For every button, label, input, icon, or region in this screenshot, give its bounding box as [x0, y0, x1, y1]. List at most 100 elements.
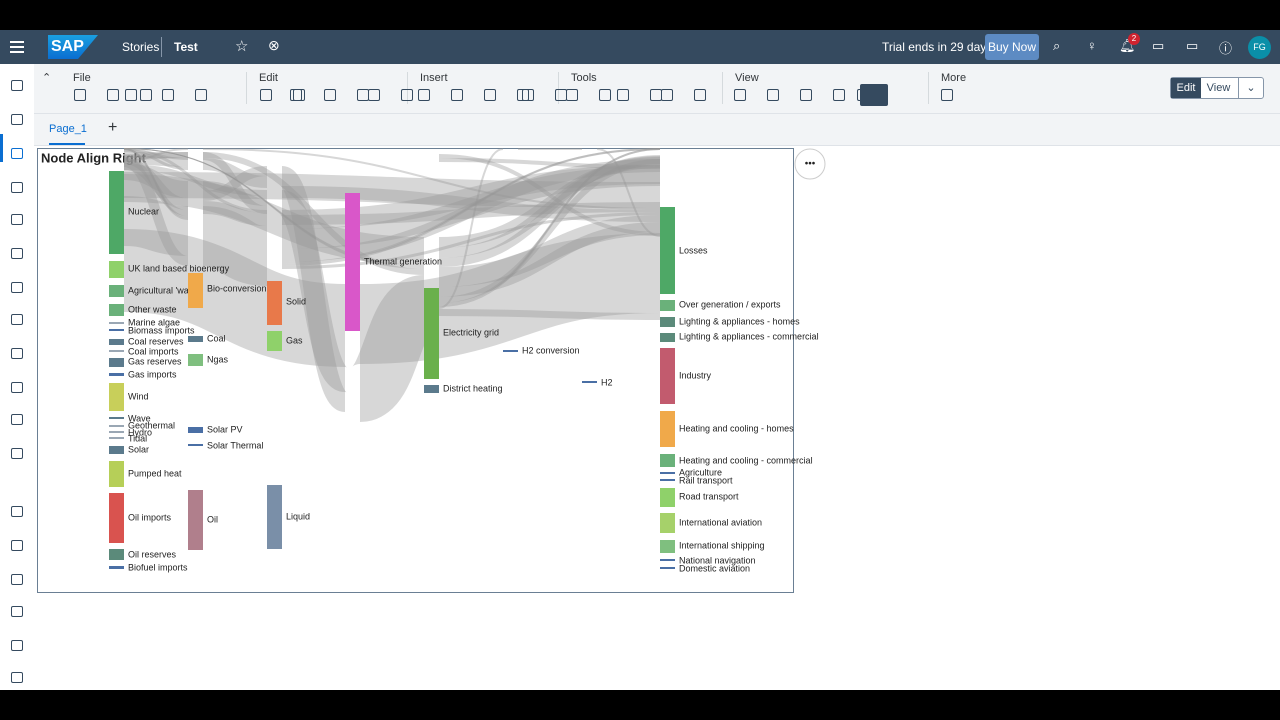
nav-icon[interactable] [11, 506, 23, 517]
link [123, 149, 268, 213]
toolbar-button[interactable] [617, 89, 629, 101]
mode-dropdown[interactable]: ⌄ [1238, 78, 1263, 98]
view-mode-button[interactable]: View [1206, 82, 1231, 94]
toolbar-button[interactable] [140, 89, 152, 101]
node-label: H2 conversion [522, 345, 580, 355]
toolbar-button[interactable] [599, 89, 611, 101]
toolbar-button[interactable] [451, 89, 463, 101]
feedback-icon[interactable]: ▭ [1186, 38, 1199, 53]
toolbar-button[interactable] [833, 89, 845, 101]
link [123, 148, 189, 218]
toolbar-button[interactable] [734, 89, 746, 101]
nav-icon[interactable] [11, 414, 23, 425]
more-button[interactable] [794, 148, 826, 180]
node-label: Oil [207, 514, 218, 524]
nav-icon[interactable] [11, 574, 23, 585]
node [660, 333, 675, 342]
link [123, 155, 189, 167]
toolbar-button[interactable] [800, 89, 812, 101]
link [202, 158, 268, 188]
nav-icon[interactable] [11, 540, 23, 551]
toolbar-button[interactable] [162, 89, 174, 101]
nav-icon[interactable] [11, 148, 23, 159]
nav-icon[interactable] [11, 114, 23, 125]
nav-icon[interactable] [11, 248, 23, 259]
nav-icon[interactable] [11, 282, 23, 293]
widget-frame [37, 148, 794, 593]
node [660, 207, 675, 294]
node-label: Road transport [679, 491, 739, 501]
node-label: International shipping [679, 540, 765, 550]
node [109, 549, 124, 560]
toolbar-button[interactable] [107, 89, 119, 101]
link [123, 149, 189, 170]
sap-logo[interactable]: SAP [48, 35, 98, 59]
nav-icon[interactable] [11, 80, 23, 91]
nav-icon[interactable] [11, 182, 23, 193]
help-icon[interactable]: ⓘ [1219, 41, 1233, 56]
nav-icon[interactable] [11, 214, 23, 225]
nav-icon[interactable] [11, 382, 23, 393]
close-icon[interactable]: ⊗ [268, 37, 280, 53]
node [188, 273, 203, 308]
toolbar-button[interactable] [401, 89, 413, 101]
node [188, 427, 203, 433]
nav-icon[interactable] [11, 314, 23, 325]
toolbar-button[interactable] [368, 89, 380, 101]
page-tab[interactable]: Page_1 [49, 123, 87, 135]
node [660, 454, 675, 467]
link [596, 148, 661, 237]
node-label: Electricity grid [443, 327, 499, 337]
toolbar-button[interactable] [941, 89, 953, 101]
toolbar-button[interactable] [661, 89, 673, 101]
link [438, 157, 661, 248]
node [267, 331, 282, 351]
favorite-icon[interactable]: ☆ [235, 38, 249, 55]
search-icon[interactable]: ⌕ [1053, 38, 1061, 53]
nav-icon[interactable] [11, 448, 23, 459]
add-page-button[interactable]: + [108, 119, 118, 136]
toolbar-separator [558, 72, 559, 104]
toolbar-button[interactable] [767, 89, 779, 101]
chat-icon[interactable]: ▭ [1152, 38, 1165, 53]
idea-icon[interactable]: ♀ [1087, 38, 1097, 53]
toolbar-button[interactable] [290, 89, 302, 101]
toolbar-button[interactable] [522, 89, 534, 101]
toolbar-button[interactable] [74, 89, 86, 101]
toolbar-separator [722, 72, 723, 104]
collapse-icon[interactable]: ⌃ [42, 72, 52, 84]
toolbar-button[interactable] [195, 89, 207, 101]
node [660, 472, 675, 474]
node [109, 461, 124, 487]
app-name[interactable]: Stories [122, 40, 160, 54]
toolbar-button[interactable] [324, 89, 336, 101]
toolbar-separator [246, 72, 247, 104]
story-name[interactable]: Test [174, 40, 198, 54]
link [438, 309, 661, 320]
toolbar-button[interactable] [484, 89, 496, 101]
nav-icon[interactable] [11, 348, 23, 359]
toolbar-button-active[interactable] [860, 84, 888, 106]
toolbar-button[interactable] [566, 89, 578, 101]
edit-mode-button[interactable]: Edit [1171, 78, 1201, 98]
more-icon[interactable]: ••• [805, 159, 816, 170]
menu-button[interactable] [10, 41, 24, 53]
link [123, 152, 189, 160]
user-avatar[interactable]: FG [1248, 36, 1271, 59]
link [123, 196, 189, 256]
node [109, 383, 124, 411]
toolbar-button[interactable] [694, 89, 706, 101]
nav-icon[interactable] [11, 606, 23, 617]
link [438, 148, 661, 307]
toolbar-button[interactable] [125, 89, 137, 101]
node-label: Gas imports [128, 369, 177, 379]
divider [161, 37, 162, 57]
node-label: Domestic aviation [679, 563, 750, 573]
nav-icon[interactable] [11, 672, 23, 683]
nav-icon[interactable] [11, 640, 23, 651]
buy-now-button[interactable]: Buy Now [985, 34, 1039, 60]
node [188, 336, 203, 342]
toolbar-button[interactable] [418, 89, 430, 101]
node [660, 479, 675, 481]
toolbar-button[interactable] [260, 89, 272, 101]
